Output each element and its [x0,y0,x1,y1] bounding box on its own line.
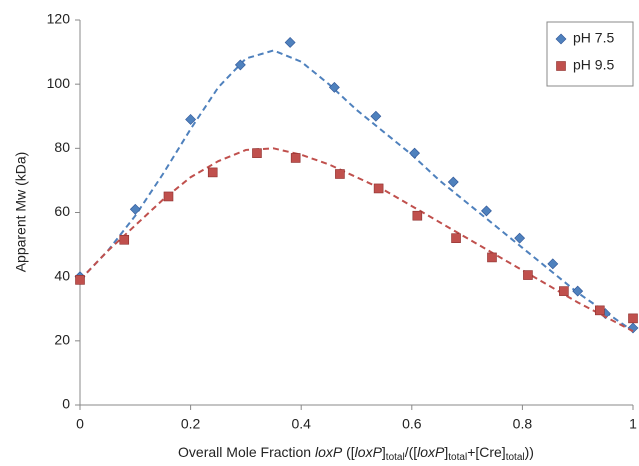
data-point [514,232,526,244]
data-point [595,305,605,316]
y-axis-title: Apparent Mw (kDa) [13,152,29,273]
x-tick-label: 0 [76,416,84,432]
data-point [627,322,639,334]
y-tick-label: 100 [47,75,71,91]
x-axis-title-part: +[Cre] [467,444,506,460]
y-tick-label: 120 [47,11,71,27]
x-axis-title: Overall Mole Fraction loxP ([loxP]total/… [178,444,534,463]
data-point [163,191,174,202]
data-point [185,114,197,125]
y-tick-label: 60 [54,203,70,219]
y-tick-label: 20 [54,332,70,348]
data-point [409,147,420,159]
y-tick-label: 80 [54,139,70,155]
data-point [335,169,345,179]
data-point [523,270,533,280]
x-axis-title-part: total [506,452,525,463]
x-axis-title-part: /([ [405,444,418,460]
data-point [252,148,262,158]
data-point [481,205,492,217]
x-axis-title-part: loxP [315,444,343,460]
x-tick-label: 0.2 [181,416,201,432]
data-point [328,81,340,93]
data-point [370,110,382,122]
fit-curve [79,147,634,333]
x-tick-label: 1 [629,416,637,432]
x-axis-title-part: ] [382,444,386,460]
data-point [129,203,141,215]
x-tick-label: 0.6 [402,416,422,432]
x-axis-title-part: total [448,452,467,463]
data-point [628,313,638,324]
data-point [290,153,301,163]
fit-curve [79,49,634,333]
legend-label: pH 7.5 [573,30,614,46]
data-point [207,167,218,178]
data-point [119,234,130,245]
data-point [447,176,459,188]
x-tick-label: 0.8 [513,416,533,432]
x-axis-title-part: ] [444,444,448,460]
data-point [547,258,559,270]
legend-label: pH 9.5 [573,57,614,73]
x-axis-title-part: total [386,452,405,463]
data-point [572,285,584,297]
x-axis-title-part: ([ [342,444,355,460]
data-point [234,59,246,71]
x-axis-title-part: )) [525,444,534,460]
data-point [75,275,85,285]
data-point [451,233,461,243]
x-axis-title-part: loxP [417,444,445,460]
x-axis-title-part: loxP [355,444,383,460]
y-tick-label: 0 [62,396,70,412]
y-tick-label: 40 [54,267,70,283]
data-point [412,210,423,221]
legend-marker [556,61,566,71]
x-axis-title-part: Overall Mole Fraction [178,444,315,460]
data-point [559,286,569,296]
data-point [284,37,296,48]
legend-box [546,21,634,87]
data-point [487,252,497,263]
legend-marker [555,33,567,45]
x-tick-label: 0.4 [291,416,311,432]
data-point [373,183,384,194]
